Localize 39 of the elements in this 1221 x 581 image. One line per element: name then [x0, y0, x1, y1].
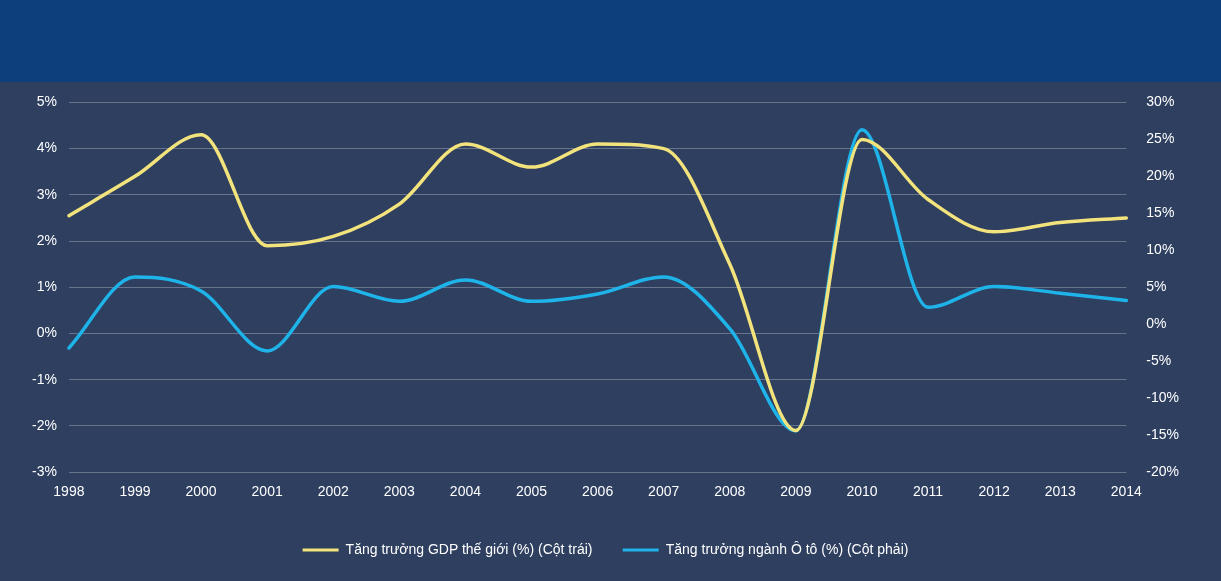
y2-tick-label: 5%	[1146, 278, 1167, 295]
x-tick-label: 2014	[1110, 483, 1143, 500]
y-tick-label: -2%	[31, 416, 57, 433]
x-tick-label: 2004	[449, 483, 482, 500]
y-tick-label: 4%	[36, 139, 57, 156]
y-tick-label: 0%	[36, 324, 57, 341]
x-tick-label: 1999	[119, 483, 151, 500]
y2-tick-label: 0%	[1146, 315, 1167, 332]
x-tick-label: 2005	[515, 483, 548, 500]
x-tick-label: 2010	[846, 483, 878, 500]
y2-tick-label: 25%	[1146, 130, 1175, 147]
y-tick-label: 1%	[36, 278, 57, 295]
legend-label: Tăng trưởng GDP thế giới (%) (Cột trái)	[345, 540, 593, 557]
x-tick-label: 1998	[53, 483, 85, 500]
y2-tick-label: 15%	[1146, 204, 1175, 221]
y2-tick-label: -10%	[1146, 389, 1179, 406]
x-tick-label: 2007	[648, 483, 680, 500]
y2-tick-label: 20%	[1146, 167, 1175, 184]
y-tick-label: -1%	[31, 370, 57, 387]
x-tick-label: 2013	[1044, 483, 1077, 500]
y2-tick-label: 10%	[1146, 241, 1175, 258]
x-tick-label: 2003	[383, 483, 416, 500]
x-tick-label: 2011	[913, 483, 944, 500]
y2-tick-label: -15%	[1146, 426, 1179, 443]
x-tick-label: 2002	[317, 483, 350, 500]
y-tick-label: -3%	[31, 463, 57, 480]
y-tick-label: 3%	[36, 185, 57, 202]
x-tick-label: 2000	[185, 483, 217, 500]
y2-tick-label: -20%	[1146, 463, 1179, 480]
y-tick-label: 2%	[36, 231, 57, 248]
x-tick-label: 2001	[251, 483, 283, 500]
x-tick-label: 2006	[582, 483, 614, 500]
x-tick-label: 2008	[714, 483, 746, 500]
legend-label: Tăng trưởng ngành Ô tô (%) (Cột phải)	[665, 540, 909, 557]
x-tick-label: 2012	[978, 483, 1010, 500]
y2-tick-label: -5%	[1146, 352, 1172, 369]
y2-tick-label: 30%	[1146, 93, 1175, 110]
y-tick-label: 5%	[36, 93, 57, 110]
x-tick-label: 2009	[780, 483, 812, 500]
